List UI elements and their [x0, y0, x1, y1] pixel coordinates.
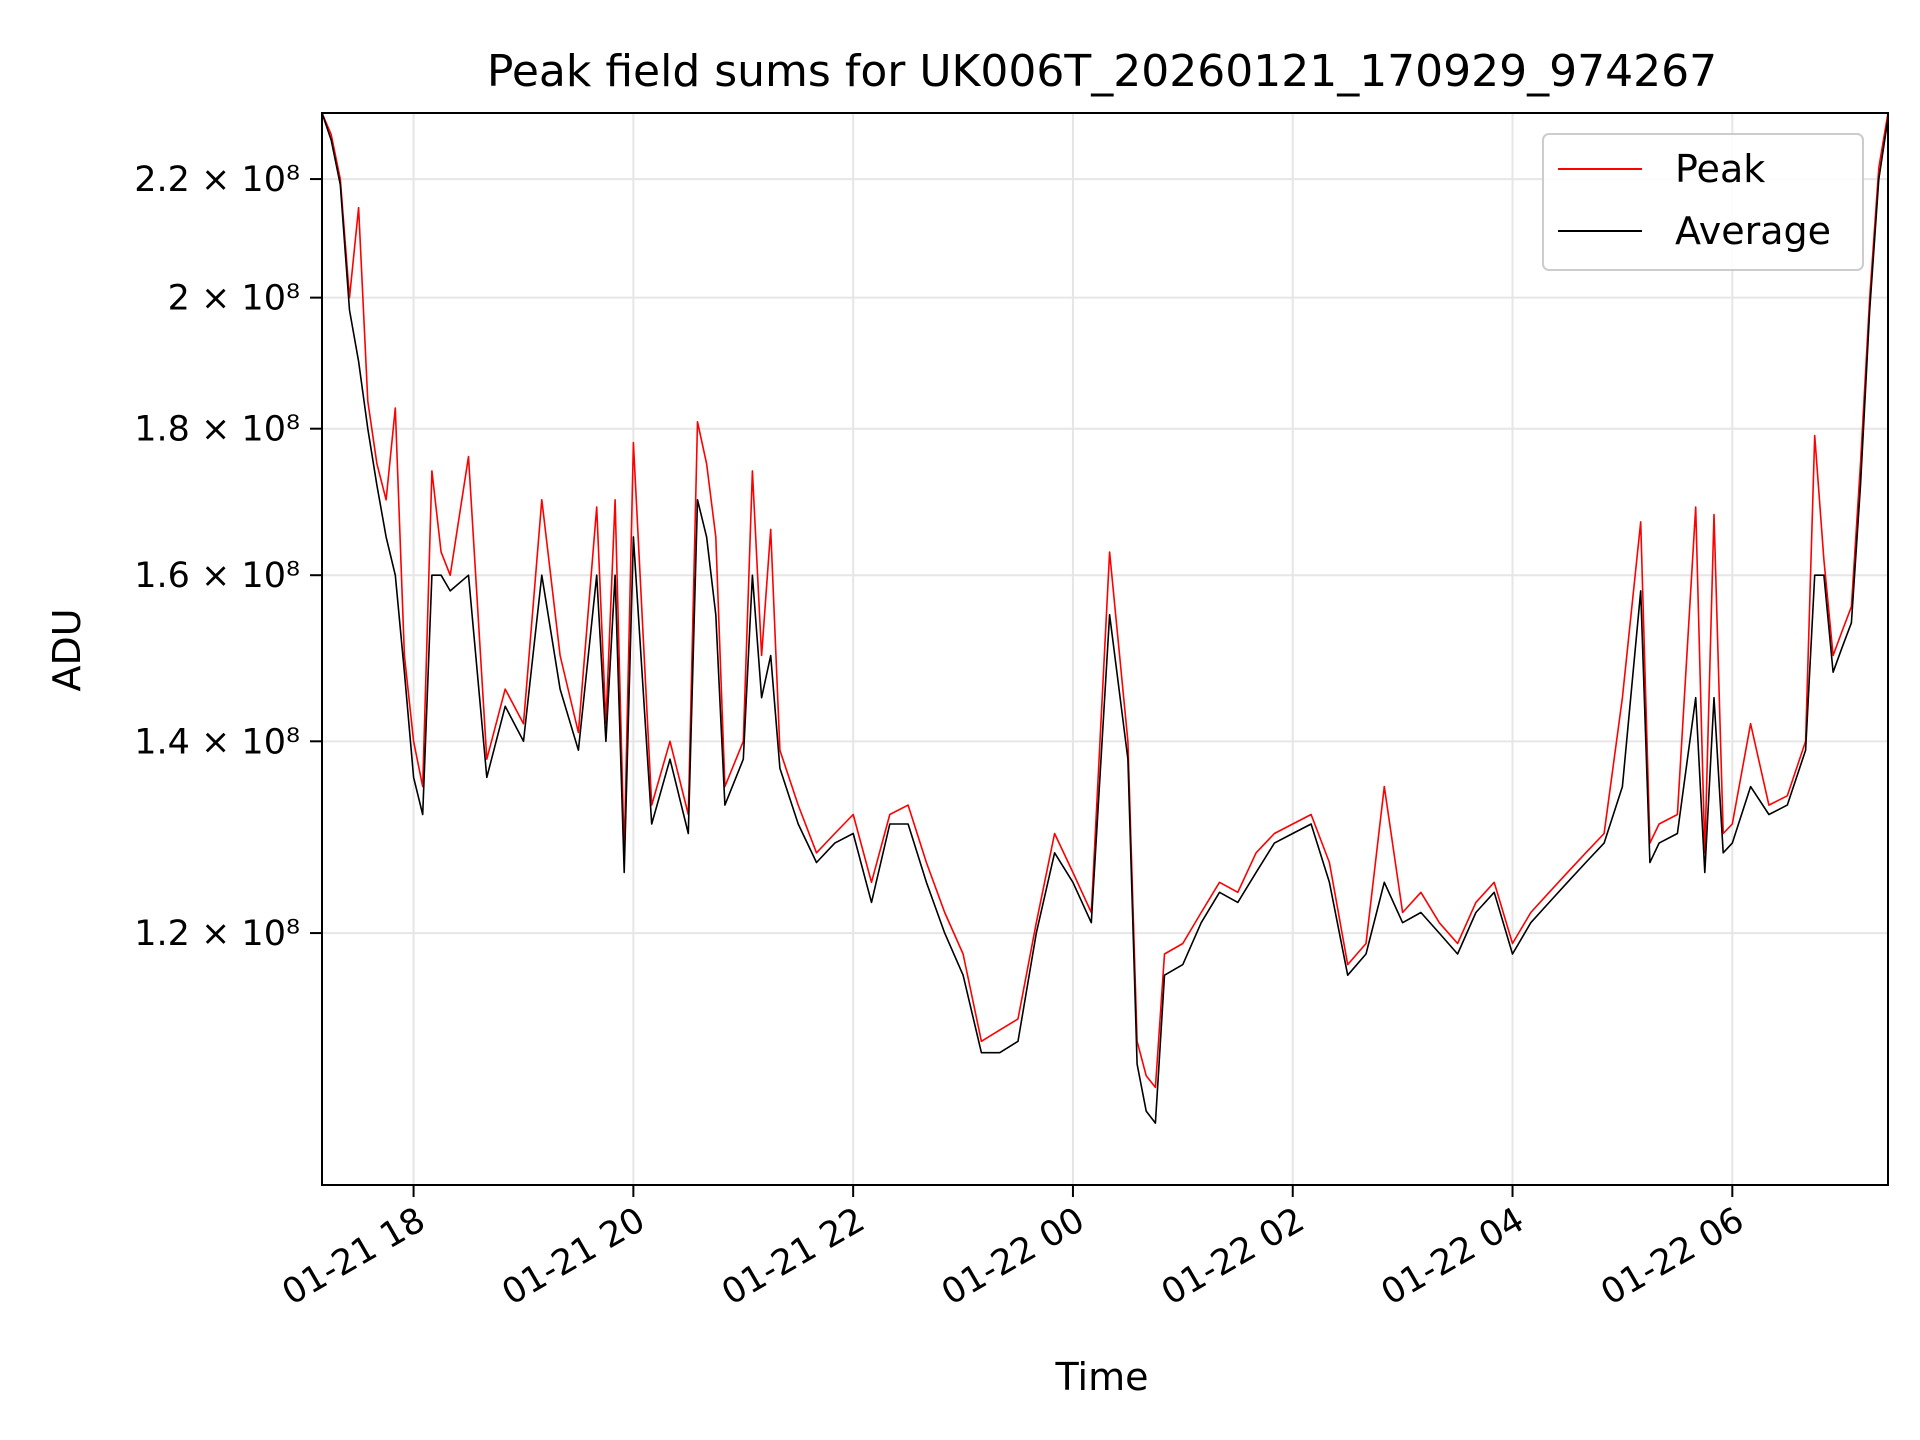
series-layer: [321, 112, 1889, 1124]
legend: Peak Average: [1542, 133, 1864, 271]
legend-label-average: Average: [1675, 209, 1831, 253]
series-line-peak: [321, 112, 1889, 1089]
chart-title: Peak field sums for UK006T_20260121_1709…: [487, 46, 1717, 97]
y-axis-ticks: 1.2 × 10⁸ 1.4 × 10⁸ 1.6 × 10⁸ 1.8 × 10⁸ 2 × …: [134, 160, 322, 954]
y-tick-label: 2 × 10⁸: [168, 279, 300, 319]
grid-lines: [322, 113, 1888, 1185]
y-tick-label: 2.2 × 10⁸: [134, 160, 300, 200]
y-tick-label: 1.2 × 10⁸: [134, 914, 300, 954]
x-axis-label: Time: [1055, 1355, 1149, 1399]
y-tick-label: 1.8 × 10⁸: [134, 410, 300, 450]
plot-frame: [321, 112, 1889, 1186]
y-tick-label: 1.6 × 10⁸: [134, 556, 300, 596]
series-line-average: [321, 112, 1889, 1124]
legend-label-peak: Peak: [1675, 147, 1765, 191]
y-axis-label: ADU: [45, 608, 89, 691]
y-tick-label: 1.4 × 10⁸: [134, 722, 300, 762]
